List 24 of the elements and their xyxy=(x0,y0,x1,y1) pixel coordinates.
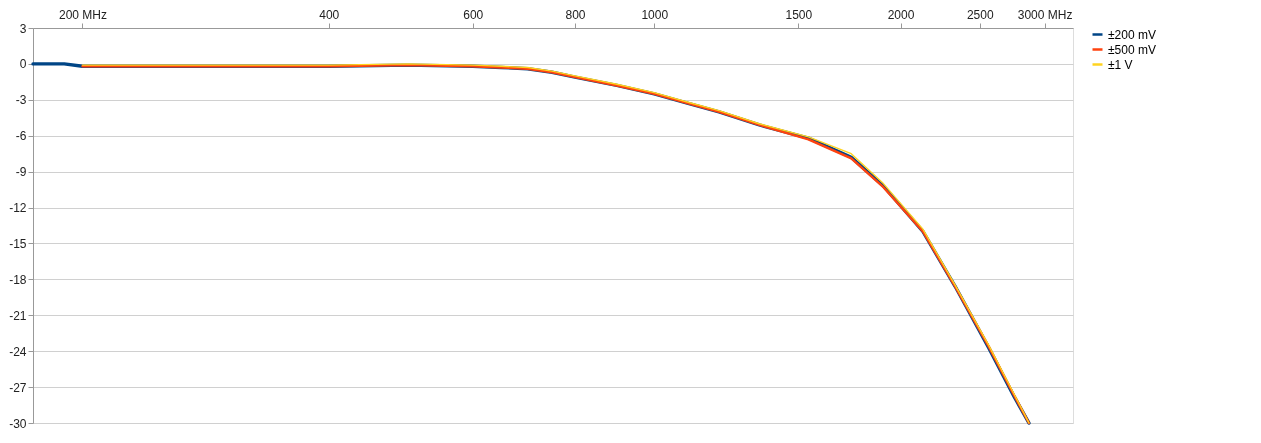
legend-label: ±1 V xyxy=(1108,57,1133,72)
y-tick-label: -6 xyxy=(15,129,27,144)
x-tick-label: 3000 MHz xyxy=(1017,7,1073,22)
y-tick-label: -24 xyxy=(9,344,27,359)
x-tick-label: 200 MHz xyxy=(58,7,107,22)
y-tick-label: -27 xyxy=(9,380,27,395)
y-tick-label: -12 xyxy=(9,201,27,216)
x-tick-label: 600 xyxy=(463,7,484,22)
y-tick-label: 3 xyxy=(19,21,27,36)
x-tick-label: 2500 xyxy=(966,7,994,22)
x-tick-label: 400 xyxy=(319,7,340,22)
x-tick-label: 2000 xyxy=(887,7,915,22)
y-tick-label: -18 xyxy=(9,272,27,287)
legend-label: ±200 mV xyxy=(1108,27,1156,42)
x-tick-label: 1000 xyxy=(641,7,669,22)
x-tick-label: 800 xyxy=(565,7,586,22)
legend-label: ±500 mV xyxy=(1108,42,1156,57)
x-tick-label: 1500 xyxy=(785,7,813,22)
y-tick-label: -3 xyxy=(15,93,27,108)
y-tick-label: -21 xyxy=(9,308,27,323)
y-tick-label: -15 xyxy=(9,236,27,251)
y-tick-label: -9 xyxy=(15,165,27,180)
y-tick-label: 0 xyxy=(19,57,27,72)
y-tick-label: -30 xyxy=(9,416,27,431)
